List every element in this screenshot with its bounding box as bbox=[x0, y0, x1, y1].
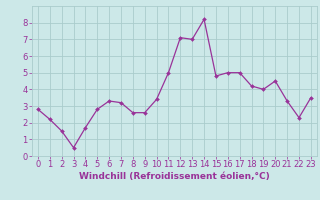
X-axis label: Windchill (Refroidissement éolien,°C): Windchill (Refroidissement éolien,°C) bbox=[79, 172, 270, 181]
